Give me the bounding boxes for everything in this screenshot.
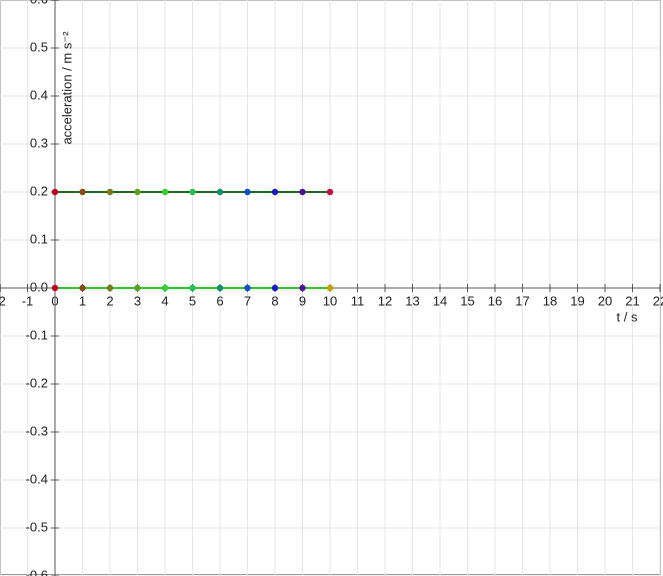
x-tick-label: 13 — [405, 293, 419, 308]
data-point — [106, 188, 114, 196]
y-tick-label: 0.3 — [30, 135, 48, 150]
data-point — [189, 284, 196, 292]
y-tick-label: 0.5 — [30, 39, 48, 54]
data-point — [161, 284, 169, 292]
y-tick-label: 0.4 — [30, 87, 48, 102]
y-tick-label: -0.6 — [26, 567, 48, 576]
data-point — [134, 284, 141, 292]
data-point — [216, 284, 224, 292]
y-tick-label: 0.2 — [30, 183, 48, 198]
x-tick-label: 10 — [323, 293, 337, 308]
x-tick-label: 7 — [244, 293, 251, 308]
x-tick-label: -2 — [0, 293, 6, 308]
data-point — [299, 284, 306, 292]
x-tick-label: 3 — [134, 293, 141, 308]
x-tick-label: 18 — [543, 293, 557, 308]
data-point — [106, 284, 114, 292]
y-tick-label: -0.3 — [26, 423, 48, 438]
x-tick-label: -1 — [22, 293, 34, 308]
x-tick-label: 11 — [351, 293, 365, 308]
x-tick-label: 9 — [299, 293, 306, 308]
x-tick-label: 22 — [653, 293, 663, 308]
x-tick-label: 2 — [106, 293, 113, 308]
data-point — [326, 284, 334, 292]
data-point — [271, 284, 279, 292]
x-axis-label: t / s — [617, 309, 638, 324]
x-tick-label: 17 — [515, 293, 529, 308]
x-tick-label: 1 — [79, 293, 86, 308]
y-tick-label: 0.0 — [30, 279, 48, 294]
x-tick-label: 19 — [570, 293, 584, 308]
y-axis-label: acceleration / m s⁻² — [59, 31, 74, 145]
x-tick-label: 5 — [189, 293, 196, 308]
data-point — [271, 188, 279, 196]
data-point — [244, 284, 251, 292]
y-tick-label: 0.6 — [30, 0, 48, 6]
data-point — [299, 188, 306, 196]
y-tick-label: 0.1 — [30, 231, 48, 246]
x-tick-label: 6 — [216, 293, 223, 308]
data-point — [79, 188, 86, 196]
y-tick-label: -0.5 — [26, 519, 48, 534]
x-tick-label: 4 — [161, 293, 168, 308]
data-point — [79, 284, 86, 292]
x-tick-label: 12 — [378, 293, 392, 308]
y-tick-label: -0.2 — [26, 375, 48, 390]
y-tick-label: -0.4 — [26, 471, 48, 486]
x-tick-label: 20 — [598, 293, 612, 308]
data-point — [189, 188, 196, 196]
x-tick-label: 15 — [460, 293, 474, 308]
data-point — [51, 188, 59, 196]
data-point — [244, 188, 251, 196]
x-tick-label: 14 — [433, 293, 447, 308]
x-tick-label: 21 — [625, 293, 639, 308]
data-point — [326, 188, 334, 196]
plot — [51, 188, 334, 292]
data-point — [134, 188, 141, 196]
x-tick-label: 8 — [271, 293, 278, 308]
data-point — [216, 188, 224, 196]
y-tick-label: -0.1 — [26, 327, 48, 342]
x-tick-label: 16 — [488, 293, 502, 308]
data-point — [161, 188, 169, 196]
data-point — [51, 284, 59, 292]
